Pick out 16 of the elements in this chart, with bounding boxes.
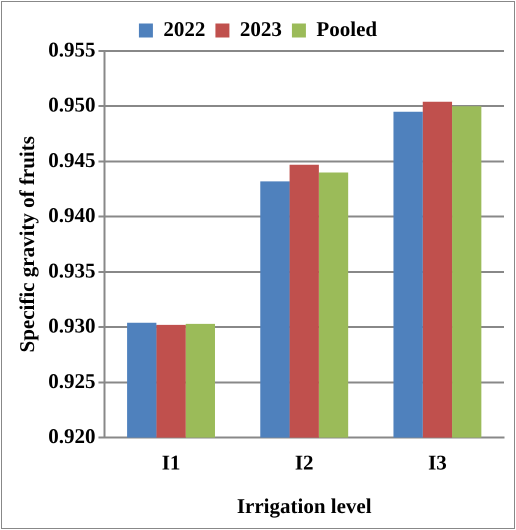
y-tick-label: 0.940: [48, 203, 96, 228]
y-tick-label: 0.945: [48, 148, 96, 172]
legend-label: 2022: [163, 16, 206, 41]
x-tick-label: I2: [294, 450, 314, 475]
x-tick-label: I3: [428, 450, 447, 475]
y-tick-label: 0.950: [48, 92, 96, 117]
legend-label: Pooled: [316, 16, 378, 41]
y-tick-label: 0.920: [48, 424, 96, 448]
x-tick-label: I1: [162, 450, 180, 475]
y-tick-label: 0.955: [48, 37, 96, 62]
x-axis-title: Irrigation level: [236, 494, 372, 518]
y-tick-label: 0.930: [48, 314, 96, 338]
legend-label: 2023: [240, 16, 282, 41]
y-tick-label: 0.935: [48, 258, 96, 282]
y-tick-label: 0.925: [48, 368, 96, 393]
y-axis-title: Specific gravity of fruits: [15, 136, 40, 352]
